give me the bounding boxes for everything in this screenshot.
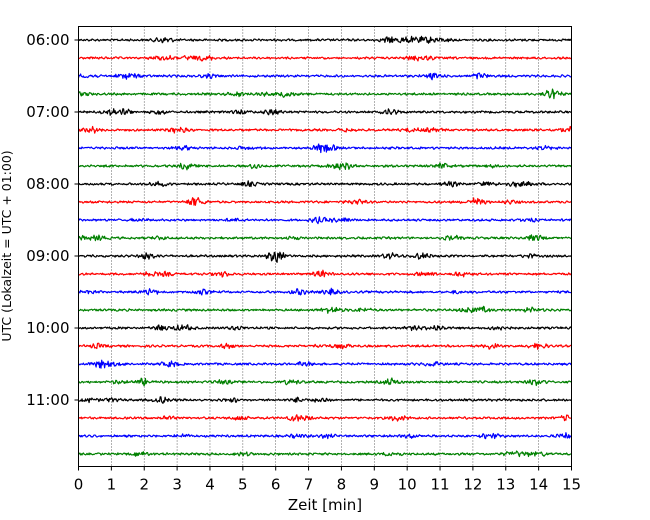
trace-0900 — [78, 251, 572, 263]
x-tick-label: 5 — [238, 476, 248, 494]
x-tick-label: 2 — [139, 476, 149, 494]
trace-0945 — [78, 305, 573, 314]
trace-1100 — [78, 396, 572, 404]
seismic-traces — [77, 35, 573, 458]
x-tick-label: 11 — [430, 476, 449, 494]
trace-0600 — [78, 35, 572, 44]
x-tick-label: 3 — [172, 476, 182, 494]
trace-1130 — [77, 432, 572, 440]
x-tick-label: 7 — [304, 476, 314, 494]
y-tick-label: 06:00 — [26, 31, 69, 49]
x-tick-label: 15 — [562, 476, 581, 494]
trace-0745 — [78, 162, 573, 171]
trace-1030 — [78, 359, 573, 369]
x-tick-label: 0 — [74, 476, 84, 494]
trace-0645 — [77, 88, 573, 100]
x-axis: 0 1 2 3 4 5 6 7 8 9 10 11 12 13 14 15 — [74, 466, 581, 494]
x-tick-label: 8 — [337, 476, 347, 494]
y-tick-label: 08:00 — [26, 175, 69, 193]
trace-0845 — [77, 234, 572, 242]
trace-1000 — [78, 324, 573, 332]
trace-0615 — [78, 54, 572, 62]
y-tick-label: 09:00 — [26, 247, 69, 265]
x-tick-label: 6 — [271, 476, 281, 494]
trace-0815 — [78, 197, 572, 206]
trace-1145 — [78, 450, 572, 458]
grid-lines — [111, 26, 539, 467]
plot-frame — [78, 26, 572, 467]
x-tick-label: 12 — [463, 476, 482, 494]
trace-0700 — [78, 108, 572, 116]
y-tick-label: 07:00 — [26, 103, 69, 121]
trace-0930 — [78, 287, 572, 296]
trace-0830 — [78, 216, 572, 225]
y-tick-label: 11:00 — [26, 391, 69, 409]
y-tick-label: 10:00 — [26, 319, 69, 337]
y-axis-label: UTC (Lokalzeit = UTC + 01:00) — [0, 150, 14, 341]
trace-0915 — [78, 269, 572, 278]
x-tick-label: 4 — [205, 476, 215, 494]
trace-1115 — [78, 414, 572, 422]
x-tick-label: 10 — [398, 476, 417, 494]
trace-1045 — [78, 377, 572, 387]
x-tick-label: 13 — [496, 476, 515, 494]
x-tick-label: 1 — [107, 476, 117, 494]
x-tick-label: 14 — [529, 476, 548, 494]
trace-1015 — [77, 342, 572, 350]
trace-0730 — [78, 143, 572, 154]
x-tick-label: 9 — [370, 476, 380, 494]
trace-0715 — [78, 125, 573, 134]
x-axis-label: Zeit [min] — [288, 496, 362, 514]
trace-0800 — [78, 180, 572, 188]
y-axis: 06:00 07:00 08:00 09:00 10:00 11:00 — [26, 31, 79, 409]
trace-0630 — [77, 72, 572, 81]
